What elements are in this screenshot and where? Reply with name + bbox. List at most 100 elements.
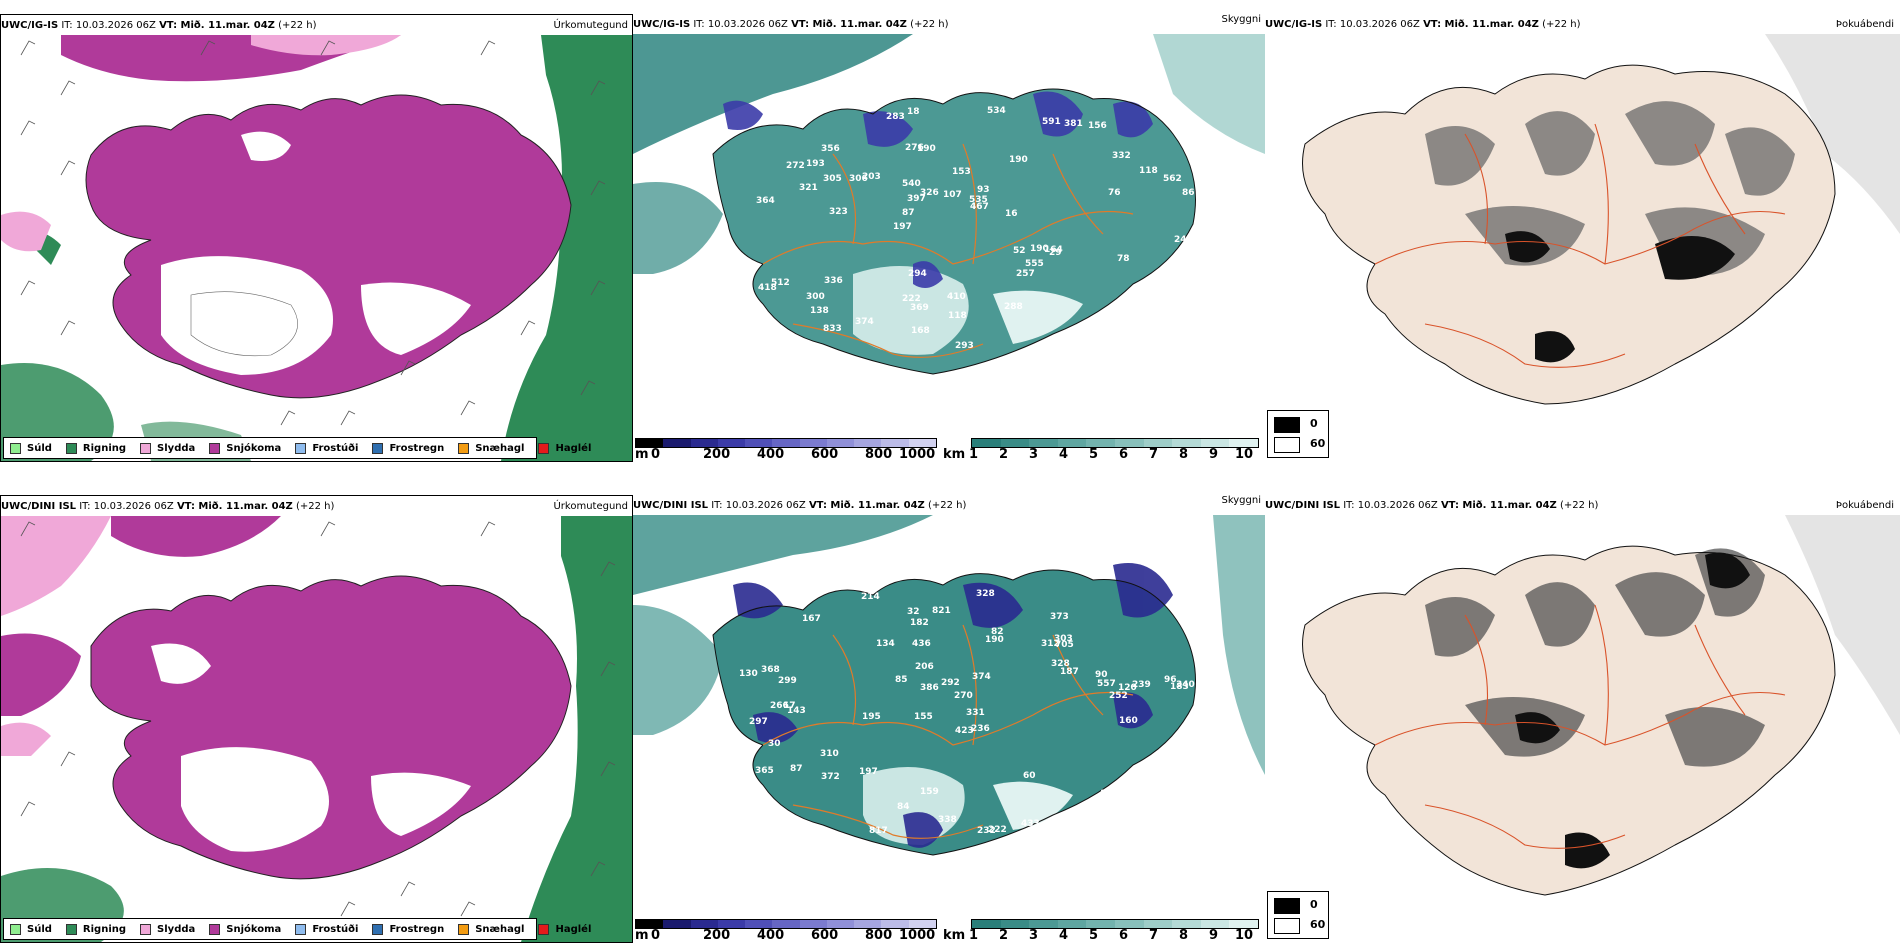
cloud-base-label: 161 <box>1100 789 1119 799</box>
cloud-base-label: 562 <box>1163 174 1182 184</box>
cloud-base-label: 338 <box>938 815 957 825</box>
legend-label: Haglél <box>555 923 592 935</box>
valid-time: VT: Mið. 11.mar. 04Z <box>159 20 275 31</box>
cloud-base-label: 294 <box>908 269 927 279</box>
colorbar-segment <box>826 920 855 928</box>
colorbar-segment <box>745 920 773 928</box>
colorbar-segment <box>1057 439 1087 447</box>
cloud-base-label: 512 <box>771 278 790 288</box>
legend-swatch <box>458 923 470 935</box>
visibility-tick: 8 <box>1179 928 1189 943</box>
model-name: UWC/IG-IS <box>633 19 691 30</box>
cloud-base-label: 272 <box>786 161 805 171</box>
fog-legend: 0 60 <box>1267 891 1329 939</box>
colorbar-segment <box>1114 920 1144 928</box>
cloud-base-label: 374 <box>972 672 991 682</box>
cloud-base-label: 107 <box>943 190 962 200</box>
legend-item: Frostregn <box>372 923 444 935</box>
cloud-base-label: 84 <box>897 802 910 812</box>
visibility-tick: 3 <box>1029 447 1039 462</box>
cloud-base-label: 193 <box>806 159 825 169</box>
model-name: UWC/DINI ISL <box>1 501 77 512</box>
colorbar-segment <box>1229 920 1258 928</box>
init-time-label: IT: <box>61 20 73 31</box>
cloud-base-label: 270 <box>954 691 973 701</box>
cloud-base-label: 535 <box>969 195 988 205</box>
ceiling-tick: 600 <box>811 447 839 462</box>
valid-time: VT: Mið. 11.mar. 04Z <box>176 501 293 512</box>
cloud-base-label: 120 <box>1118 683 1137 693</box>
cloud-base-label: 467 <box>970 202 989 212</box>
visibility-tick: 2 <box>999 447 1009 462</box>
legend-swatch <box>65 442 77 454</box>
model-name: UWC/DINI ISL <box>633 500 709 511</box>
cloud-base-label: 160 <box>1119 716 1138 726</box>
cloud-base-label: 328 <box>976 589 995 599</box>
cloud-base-label: 557 <box>1097 679 1116 689</box>
cloud-visibility-panel-row1: UWC/IG-IS IT: 10.03.2026 06Z VT: Mið. 11… <box>633 14 1265 462</box>
cloud-base-label: 369 <box>910 303 929 313</box>
legend-swatch <box>372 923 384 935</box>
colorbar-segment <box>690 439 718 447</box>
legend-swatch <box>10 923 21 935</box>
cloud-base-label: 306 <box>849 174 868 184</box>
cloud-base-label: 78 <box>1117 254 1130 264</box>
cloud-base-label: 87 <box>790 764 803 774</box>
cloud-base-label: 372 <box>821 772 840 782</box>
cloud-base-label: 293 <box>955 341 974 351</box>
cloud-base-label: 423 <box>955 726 974 736</box>
legend-item: Haglél <box>538 442 591 454</box>
legend-swatch <box>140 923 152 935</box>
cloud-base-label: 82 <box>991 627 1004 637</box>
legend-swatch <box>10 442 21 454</box>
legend-label: Snjókoma <box>226 442 282 454</box>
panel-header: UWC/DINI ISL IT: 10.03.2026 06Z VT: Mið.… <box>633 499 966 513</box>
init-time: 10.03.2026 06Z <box>1339 19 1420 30</box>
visibility-tick: 5 <box>1089 928 1099 943</box>
colorbar-segment <box>881 439 909 447</box>
visibility-tick: 1 <box>969 928 979 943</box>
cloud-base-label: 159 <box>920 787 939 797</box>
init-time: 10.03.2026 06Z <box>1357 500 1438 511</box>
init-time: 10.03.2026 06Z <box>93 501 174 512</box>
cloud-base-label: 331 <box>966 708 985 718</box>
cloud-base-label: 32 <box>907 607 920 617</box>
cloud-base-label: 555 <box>1025 259 1044 269</box>
colorbar-segment <box>908 439 936 447</box>
cloud-base-label: 190 <box>1009 155 1028 165</box>
cloud-base-label: 534 <box>987 106 1006 116</box>
cloud-base-label: 312 <box>1041 639 1060 649</box>
cloud-base-label: 190 <box>917 144 936 154</box>
init-time: 10.03.2026 06Z <box>707 19 788 30</box>
fog-legend-swatch <box>1274 437 1300 453</box>
cloud-base-label: 266 <box>770 701 789 711</box>
fog-legend-label: 0 <box>1310 417 1318 430</box>
panel-title: Þokuábendi <box>1835 500 1894 511</box>
init-time-label: IT: <box>693 19 705 30</box>
visibility-tick: 1 <box>969 447 979 462</box>
colorbar-segment <box>745 439 773 447</box>
cloud-base-label: 96 <box>1164 675 1177 685</box>
cloud-visibility-map: 364 197 190 276 153 512 203 138 190 93 29 18 86 52 118… <box>633 34 1265 436</box>
ceiling-tick: 200 <box>703 928 731 943</box>
cloud-base-label: 436 <box>912 639 931 649</box>
lead-time: (+22 h) <box>1542 19 1581 30</box>
legend-label: Snjókoma <box>226 923 282 935</box>
legend-label: Slydda <box>157 923 196 935</box>
ceiling-tick: 800 <box>865 447 893 462</box>
visibility-tick: 7 <box>1149 928 1159 943</box>
cloud-base-label: 365 <box>755 766 774 776</box>
colorbar-segment <box>854 439 882 447</box>
panel-title: Úrkomutegund <box>553 20 628 31</box>
cloud-base-label: 303 <box>1054 634 1073 644</box>
valid-time: VT: Mið. 11.mar. 04Z <box>1423 19 1539 30</box>
cloud-base-label: 60 <box>1023 771 1036 781</box>
cloud-base-label: 257 <box>1016 269 1035 279</box>
cloud-base-label: 821 <box>932 606 951 616</box>
panel-header: UWC/DINI ISL IT: 10.03.2026 06Z VT: Mið.… <box>1 500 334 514</box>
legend-label: Rigning <box>82 923 127 935</box>
legend-item: Frostúði <box>295 923 358 935</box>
init-time-label: IT: <box>79 501 91 512</box>
colorbar-segment <box>1086 920 1115 928</box>
cloud-base-label: 222 <box>902 294 921 304</box>
